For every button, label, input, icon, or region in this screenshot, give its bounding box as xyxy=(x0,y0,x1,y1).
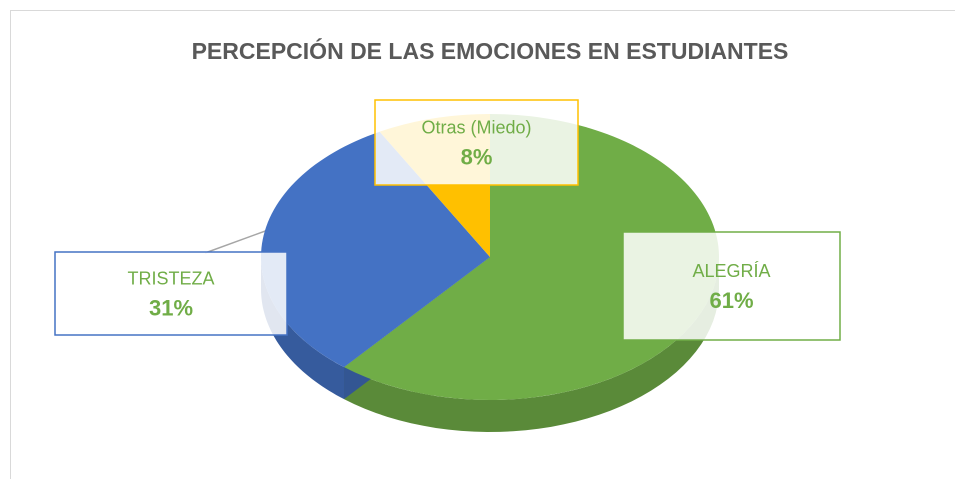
slice-side xyxy=(261,257,345,400)
label-category: Otras (Miedo) xyxy=(421,117,531,137)
label-value: 61% xyxy=(709,288,753,313)
label-value: 31% xyxy=(149,295,193,320)
label-category: TRISTEZA xyxy=(127,268,214,288)
label-category: ALEGRÍA xyxy=(692,261,770,281)
chart-title: PERCEPCIÓN DE LAS EMOCIONES EN ESTUDIANT… xyxy=(192,37,789,64)
label-value: 8% xyxy=(461,144,493,169)
label-box xyxy=(54,251,288,336)
label-box xyxy=(622,231,841,341)
label-box xyxy=(374,99,579,186)
slice-side xyxy=(344,257,719,432)
leader-line xyxy=(204,229,269,254)
slice xyxy=(260,131,490,368)
